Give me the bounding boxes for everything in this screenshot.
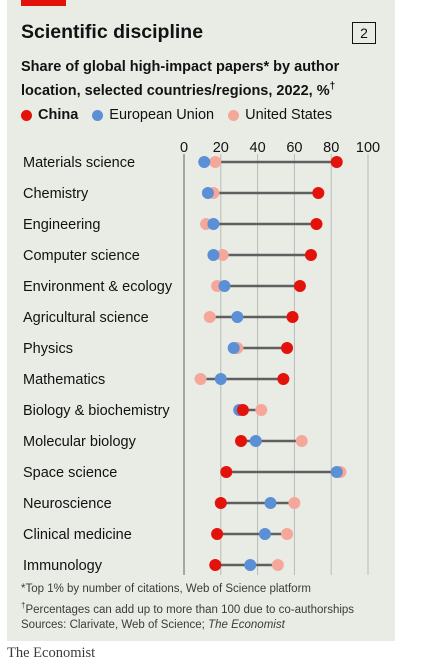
data-point-us (295, 435, 308, 447)
data-point-china (236, 404, 249, 416)
data-point-us (255, 404, 268, 416)
data-point-china (235, 435, 248, 447)
data-point-china (214, 497, 227, 509)
category-label: Biology & biochemistry (23, 403, 170, 419)
legend-label-china: China (38, 107, 79, 123)
data-point-eu (231, 311, 244, 323)
sources-text: Sources: Clarivate, Web of Science; (21, 618, 209, 631)
footnote-2-text: Percentages can add up to more than 100 … (25, 603, 355, 616)
sources-italic: The Economist (208, 618, 285, 631)
data-point-china (209, 559, 222, 571)
data-point-eu (218, 280, 231, 292)
footnote-2-dagger: † (21, 600, 26, 610)
data-point-china (312, 187, 325, 199)
data-point-us (216, 249, 229, 261)
data-point-eu (249, 435, 262, 447)
data-point-china (286, 311, 299, 323)
x-tick-label-20: 20 (213, 140, 229, 156)
data-point-china (304, 249, 317, 261)
chart-legend: China European Union United States (21, 107, 346, 123)
category-label: Materials science (23, 155, 135, 171)
x-tick-label-100: 100 (356, 140, 380, 156)
x-tick-label-60: 60 (286, 140, 302, 156)
subtitle-text: Share of global high-impact papers* by a… (21, 59, 340, 99)
data-point-eu (258, 528, 271, 540)
data-point-china (330, 156, 343, 168)
data-point-china (211, 528, 224, 540)
data-point-us (271, 559, 284, 571)
category-label: Chemistry (23, 186, 89, 202)
category-label: Neuroscience (23, 496, 112, 512)
brand-wordmark: The Economist (7, 645, 96, 661)
chart-panel (7, 0, 395, 641)
category-label: Environment & ecology (23, 279, 173, 295)
data-point-china (220, 466, 233, 478)
chart-number-badge: 2 (352, 22, 376, 44)
data-point-china (281, 342, 294, 354)
subtitle-dagger: † (329, 81, 336, 92)
legend-dot-china (21, 109, 32, 121)
category-label: Computer science (23, 248, 140, 264)
legend-dot-us (228, 109, 240, 121)
data-point-eu (330, 466, 343, 478)
data-point-eu (198, 156, 211, 168)
category-label: Immunology (23, 558, 103, 574)
x-tick-label-0: 0 (180, 140, 188, 156)
data-point-eu (214, 373, 227, 385)
data-point-eu (264, 497, 277, 509)
footnotes: *Top 1% by number of citations, Web of S… (21, 582, 354, 633)
category-label: Physics (23, 341, 73, 357)
legend-item-eu: European Union (92, 107, 214, 123)
category-label: Engineering (23, 217, 100, 233)
category-label: Molecular biology (23, 434, 137, 450)
legend-item-us: United States (228, 107, 332, 123)
sources-line: Sources: Clarivate, Web of Science; The … (21, 618, 354, 634)
data-point-us (194, 373, 207, 385)
dot-plot-chart: 0 20 40 60 80 100 Materials science Chemistry En… (23, 140, 380, 575)
chart-subtitle: Share of global high-impact papers* by a… (21, 58, 381, 101)
data-point-eu (244, 559, 257, 571)
chart-title: Scientific discipline (21, 21, 204, 43)
legend-label-us: United States (245, 107, 333, 123)
data-point-china (310, 218, 323, 230)
footnote-2: †Percentages can add up to more than 100… (21, 598, 354, 618)
brand-red-tab (21, 0, 66, 6)
data-point-china (293, 280, 306, 292)
data-point-us (203, 311, 216, 323)
category-label: Clinical medicine (23, 527, 132, 543)
legend-dot-eu (92, 109, 104, 121)
x-tick-label-80: 80 (323, 140, 339, 156)
data-point-us (281, 528, 294, 540)
legend-label-eu: European Union (109, 107, 215, 123)
data-point-eu (227, 342, 240, 354)
data-point-eu (207, 249, 220, 261)
legend-item-china: China (21, 107, 78, 123)
category-label: Agricultural science (23, 310, 149, 326)
category-label: Space science (23, 465, 117, 481)
data-point-us (288, 497, 301, 509)
data-point-us (209, 156, 222, 168)
data-point-china (277, 373, 290, 385)
data-point-eu (207, 218, 220, 230)
footnote-1: *Top 1% by number of citations, Web of S… (21, 583, 311, 595)
category-label: Mathematics (23, 372, 105, 388)
data-point-eu (201, 187, 214, 199)
x-tick-label-40: 40 (250, 140, 266, 156)
